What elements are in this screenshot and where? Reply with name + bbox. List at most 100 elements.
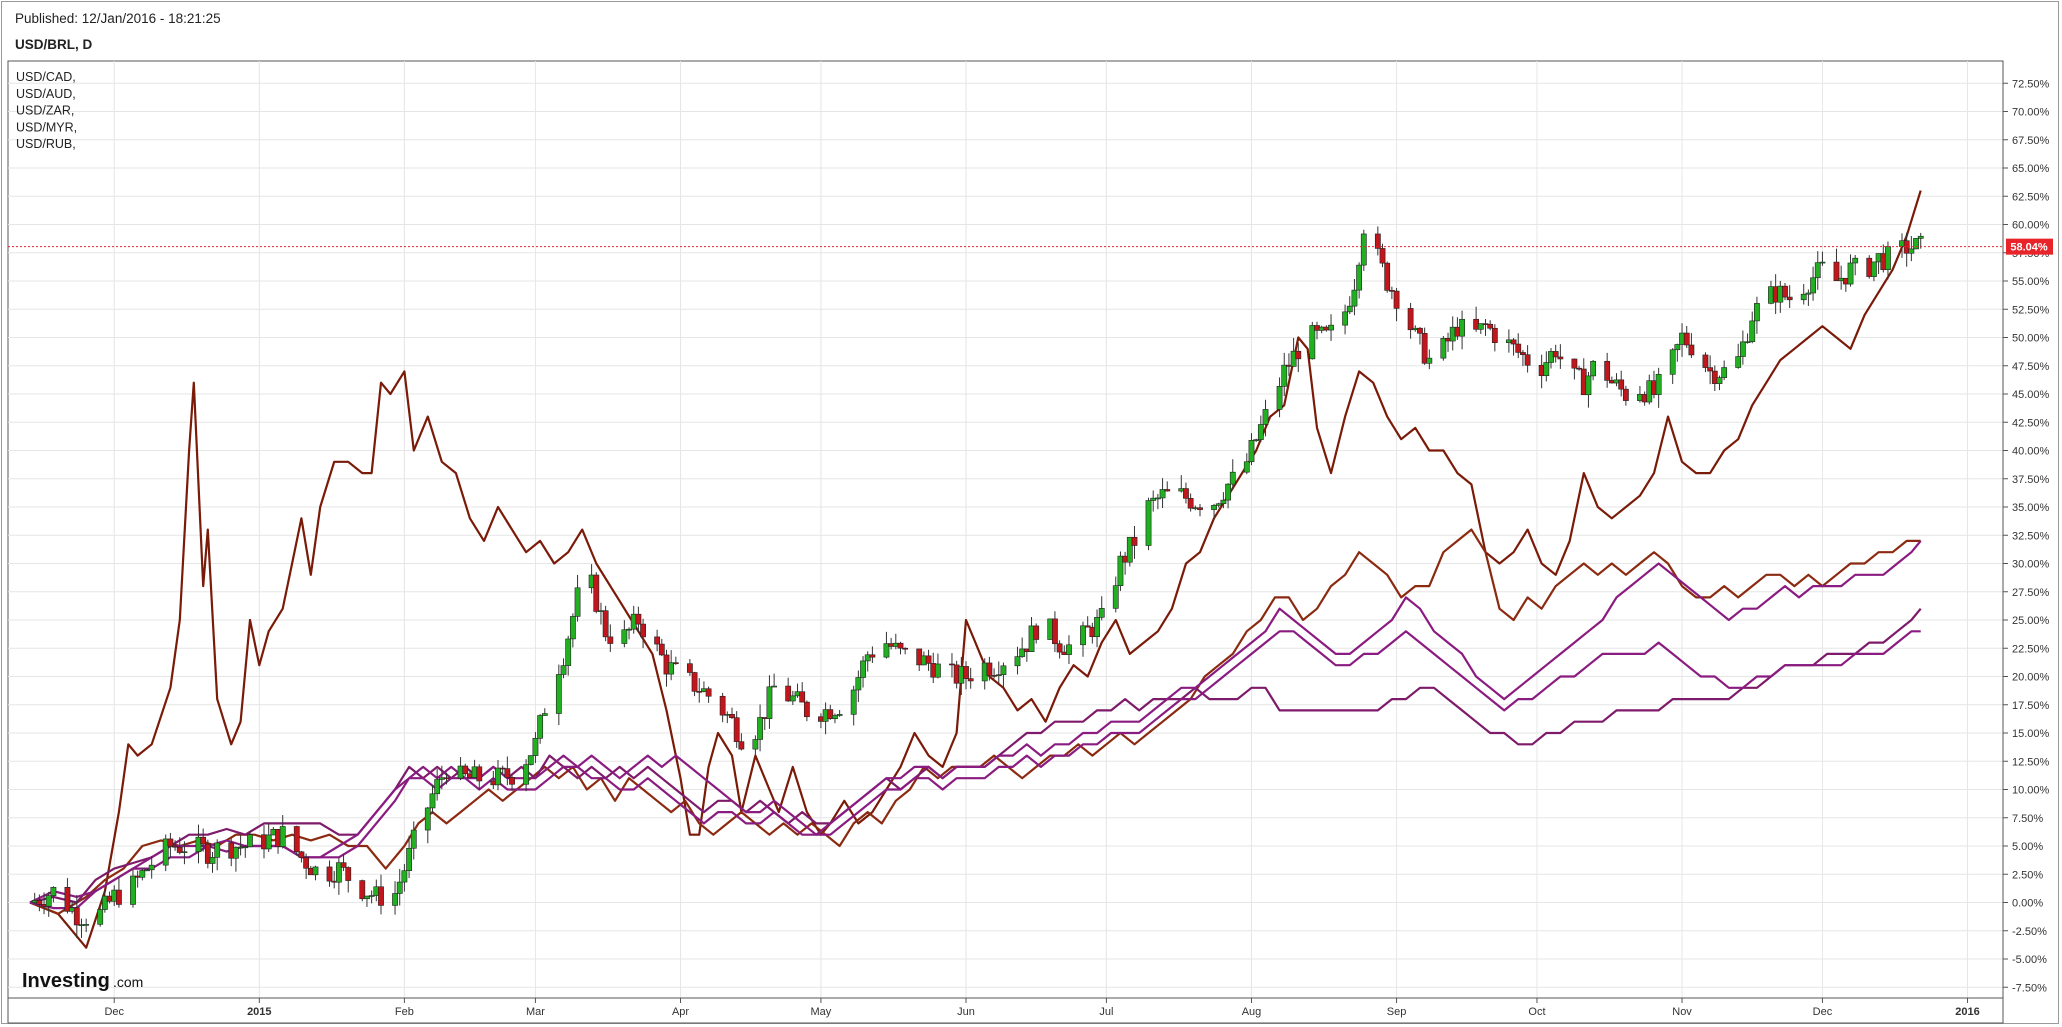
logo-domain: .com [113, 974, 143, 990]
candle-up [429, 793, 436, 809]
candle-up [335, 862, 342, 883]
candle-up [668, 662, 675, 675]
candle-down [602, 610, 609, 638]
candle-down [1164, 489, 1171, 492]
candle-up [832, 715, 838, 720]
candle-up [495, 767, 501, 786]
candle-down [1782, 285, 1788, 298]
candle-down [1487, 323, 1494, 329]
candle-up [1117, 555, 1124, 586]
candle-up [1440, 338, 1447, 359]
plot-area-border [7, 60, 2004, 1024]
series-line-2 [29, 528, 1921, 915]
candle-down [733, 717, 740, 742]
candle-up [1281, 364, 1288, 387]
candle-down [1515, 343, 1522, 353]
candle-up [83, 924, 90, 926]
candle-up [410, 829, 417, 849]
candle-up [1871, 261, 1877, 277]
y-tick-label: 12.50% [2012, 756, 2050, 768]
candle-down [986, 662, 993, 676]
candle-up [1215, 503, 1222, 506]
candle-down [303, 857, 310, 869]
candle-down [1520, 352, 1526, 355]
candle-down [462, 765, 469, 775]
published-timestamp: Published: 12/Jan/2016 - 18:21:25 [15, 11, 221, 26]
candle-down [1131, 536, 1138, 546]
candle-up [364, 895, 370, 900]
candle-up [148, 864, 155, 871]
candle-up [1356, 264, 1363, 291]
candle-up [569, 616, 576, 640]
y-tick-label: 10.00% [2012, 785, 2050, 797]
candle-down [705, 688, 712, 697]
candle-down [691, 672, 698, 692]
candle-up [995, 674, 1002, 677]
y-tick-label: 32.50% [2012, 530, 2050, 542]
candle-up [541, 713, 548, 716]
candle-up [368, 895, 375, 897]
candle-up [555, 674, 562, 714]
current-price: 58.04% [8, 238, 2053, 255]
y-tick-label: 62.50% [2012, 191, 2050, 203]
candle-down [443, 777, 450, 780]
candle-down [640, 623, 646, 638]
series-line-4 [29, 540, 1922, 904]
candle-up [1066, 644, 1072, 655]
candle-up [1800, 293, 1807, 301]
y-tick-label: 7.50% [2012, 813, 2043, 825]
candle-down [607, 636, 614, 644]
candle-down [1524, 354, 1531, 366]
candle-down [1622, 388, 1629, 401]
candle-up [434, 779, 441, 795]
candle-up [1744, 341, 1751, 344]
y-tick-label: 70.00% [2012, 107, 2050, 119]
candle-up [45, 895, 52, 907]
candle-down [1056, 643, 1063, 653]
candle-up [1309, 325, 1316, 360]
y-tick-label: 30.00% [2012, 559, 2050, 571]
candle-up [1019, 648, 1026, 657]
candle-up [1211, 505, 1217, 510]
candle-down [658, 643, 665, 656]
y-tick-label: 35.00% [2012, 502, 2050, 514]
candle-up [1154, 497, 1161, 500]
candle-up [279, 826, 286, 847]
candle-down [1576, 367, 1582, 370]
candle-down [1197, 507, 1203, 510]
candle-down [1421, 332, 1428, 364]
candle-up [1477, 323, 1484, 330]
candle-up [532, 737, 539, 756]
candle-up [1885, 246, 1891, 270]
candle-up [1000, 665, 1007, 676]
y-tick-label: 27.50% [2012, 587, 2050, 599]
candle-up [162, 838, 169, 866]
y-axis: 72.50%70.00%67.50%65.00%62.50%60.00%57.5… [2002, 61, 2050, 1023]
series-line-5 [29, 630, 1921, 910]
candle-down [345, 867, 352, 881]
x-tick-label: Oct [1528, 1006, 1545, 1018]
candle-down [1510, 339, 1517, 345]
y-tick-label: 65.00% [2012, 163, 2050, 175]
candle-down [635, 613, 642, 625]
candle-down [1187, 498, 1194, 509]
candle-up [50, 886, 57, 896]
candle-up [1917, 235, 1924, 239]
candle-up [836, 714, 843, 716]
candle-down [1786, 296, 1793, 301]
x-tick-label: 2016 [1955, 1006, 1979, 1018]
candle-up [1739, 341, 1746, 357]
y-tick-label: 50.00% [2012, 333, 2050, 345]
candle-up [1098, 608, 1105, 618]
candle-up [247, 834, 253, 848]
candle-down [1688, 344, 1695, 356]
candle-up [1590, 360, 1597, 377]
candle-up [1674, 344, 1681, 351]
candle-down [1557, 356, 1564, 360]
y-tick-label: 67.50% [2012, 135, 2050, 147]
candle-down [359, 880, 366, 900]
candle-up [1220, 499, 1227, 505]
candle-up [1908, 248, 1915, 254]
candle-up [1276, 386, 1283, 410]
